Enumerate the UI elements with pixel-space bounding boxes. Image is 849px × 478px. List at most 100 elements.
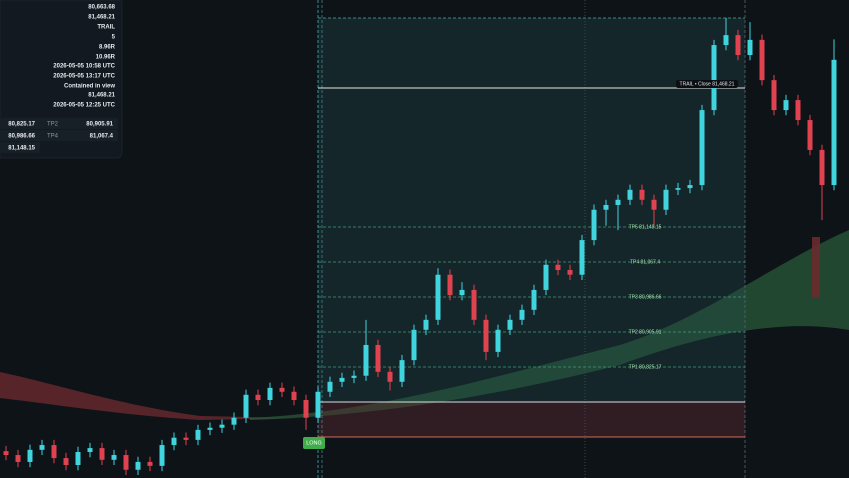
candle-body — [783, 100, 789, 111]
ribbon-bearish — [0, 372, 300, 420]
candle-body — [687, 185, 693, 189]
candle-body — [555, 264, 561, 270]
candle-body — [39, 445, 45, 450]
candle-body — [435, 274, 441, 320]
candle-body — [591, 209, 597, 241]
target-name: TP4 — [47, 134, 59, 140]
candle-body — [267, 387, 273, 400]
candle-body — [735, 35, 741, 56]
candle-body — [807, 120, 813, 150]
candle-body — [627, 189, 633, 200]
candle-body — [579, 240, 585, 275]
candle-body — [411, 329, 417, 361]
candles — [3, 17, 837, 475]
candle-body — [171, 437, 177, 446]
candle-body — [495, 329, 501, 352]
candle-body — [123, 455, 129, 470]
candle-body — [675, 188, 681, 190]
ribbon-bullish — [250, 230, 849, 420]
ribbon-bearish — [812, 237, 820, 298]
panel-value: 8.96R — [99, 45, 116, 51]
candle-body — [183, 437, 189, 440]
candle-body — [423, 319, 429, 330]
candle-body — [771, 80, 777, 111]
candle-body — [207, 427, 213, 430]
candle-body — [291, 391, 297, 400]
candle-body — [255, 394, 261, 400]
panel-value: 2026-05-05 13:17 UTC — [53, 74, 115, 80]
candle-body — [303, 399, 309, 418]
candle-body — [87, 448, 93, 452]
target-value: 80,986.66 — [8, 134, 35, 140]
panel-value: 81,468.21 — [88, 15, 115, 21]
candle-body — [483, 319, 489, 352]
candle-body — [51, 445, 57, 459]
candle-body — [99, 448, 105, 460]
candle-body — [219, 424, 225, 428]
candle-body — [375, 344, 381, 372]
target-name: TP2 — [47, 122, 59, 128]
candle-body — [243, 394, 249, 418]
panel-value: 10.96R — [96, 55, 116, 61]
candle-body — [63, 458, 69, 465]
candle-body — [351, 375, 357, 378]
table-row — [0, 118, 118, 129]
candle-body — [567, 269, 573, 275]
candle-body — [519, 309, 525, 320]
panel-value: 2026-05-05 12:25 UTC — [53, 103, 115, 109]
candle-body — [327, 381, 333, 392]
candle-body — [387, 371, 393, 382]
candle-body — [711, 45, 717, 111]
trail-label: TRAIL • Close 81,468.21 — [680, 81, 735, 87]
profit-zone — [318, 18, 745, 402]
candle-body — [603, 204, 609, 210]
trail-label-bg — [676, 80, 738, 88]
candle-body — [315, 391, 321, 418]
candle-body — [759, 39, 765, 81]
candle-body — [27, 449, 33, 462]
panel-value: 80,663.68 — [88, 5, 115, 11]
candle-body — [639, 189, 645, 200]
candle-body — [363, 344, 369, 376]
candle-body — [747, 39, 753, 56]
candle-body — [507, 319, 513, 330]
panel-value: Contained in view — [64, 84, 115, 90]
candle-body — [147, 461, 153, 466]
candle-body — [75, 451, 81, 465]
candle-body — [723, 35, 729, 46]
candle-body — [195, 429, 201, 440]
candle-body — [399, 360, 405, 382]
candle-body — [447, 274, 453, 296]
candle-body — [531, 289, 537, 310]
candle-body — [615, 199, 621, 205]
candle-body — [663, 189, 669, 210]
candle-body — [111, 455, 117, 460]
tp-label: TP3 80,986.66 — [629, 294, 662, 300]
candle-body — [831, 59, 837, 186]
table-row — [0, 130, 118, 141]
candle-body — [795, 100, 801, 121]
risk-zone — [318, 402, 745, 437]
panel-value: TRAIL — [97, 25, 115, 31]
candle-body — [15, 455, 21, 462]
candle-body — [651, 199, 657, 210]
table-row — [0, 142, 40, 153]
candle-body — [3, 451, 9, 456]
target-value: 81,148.15 — [8, 146, 35, 152]
candle-body — [135, 461, 141, 470]
candle-body — [159, 445, 165, 466]
tp-label: TP2 80,905.91 — [629, 329, 662, 335]
candle-body — [459, 289, 465, 296]
candle-body — [819, 149, 825, 186]
candle-body — [231, 417, 237, 425]
candle-body — [543, 264, 549, 290]
panel-value: 5 — [112, 35, 116, 41]
info-panel: 80,663.68 81,468.21 TRAIL 5 8.96R 10.96R… — [0, 0, 123, 159]
tp-label: TP5 81,148.15 — [629, 224, 662, 230]
targets — [318, 226, 745, 368]
panel-value: 81,468.21 — [88, 93, 115, 99]
candle-body — [471, 289, 477, 320]
target-value: 80,825.17 — [8, 122, 35, 128]
